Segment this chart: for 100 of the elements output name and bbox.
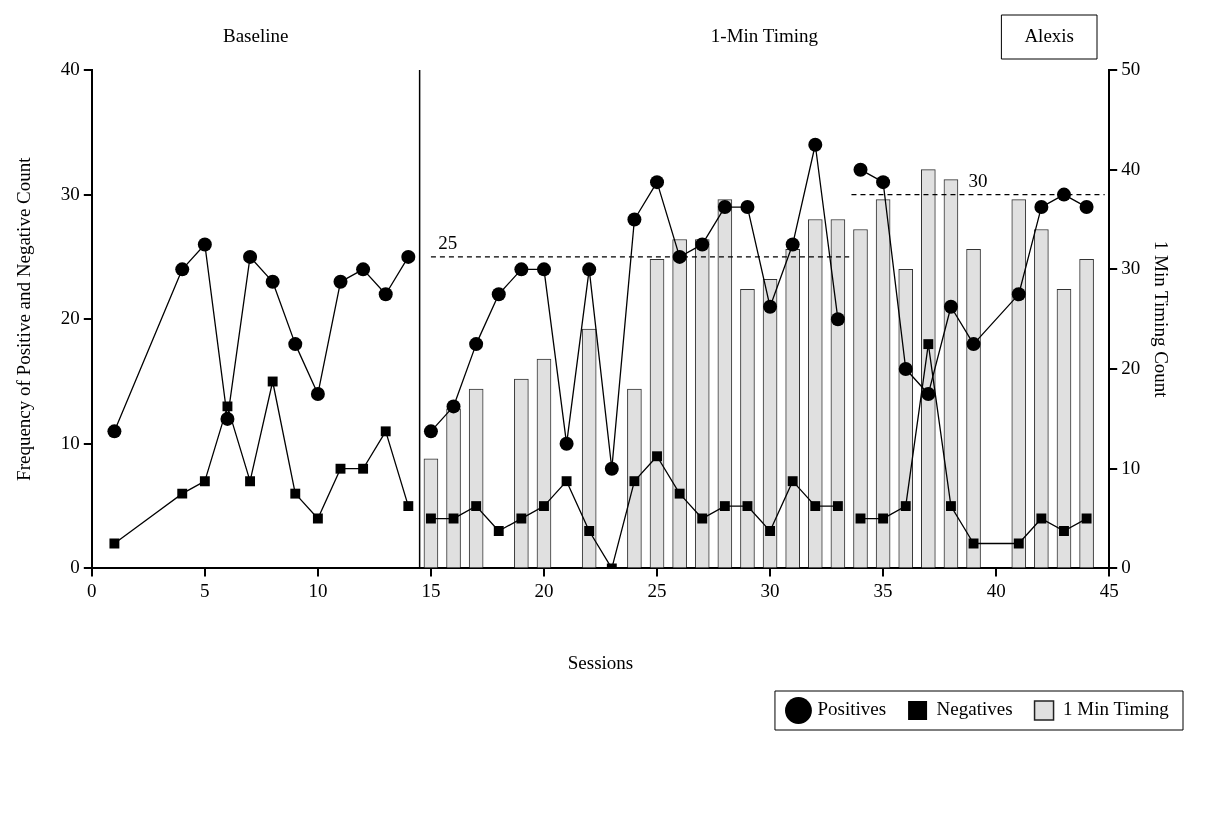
y2-tick-label: 30 <box>1121 257 1141 279</box>
legend-label: Negatives <box>936 698 1013 720</box>
point <box>539 501 549 512</box>
y-tick-label: 20 <box>60 307 80 329</box>
point <box>652 451 662 462</box>
point <box>717 200 732 215</box>
point <box>629 476 640 487</box>
y-tick-label: 40 <box>60 57 80 79</box>
point <box>401 249 416 264</box>
point <box>808 137 823 152</box>
point <box>1013 538 1024 549</box>
point <box>674 488 685 499</box>
x-tick-label: 35 <box>873 579 893 601</box>
point <box>516 513 527 524</box>
point <box>900 501 911 512</box>
y2-tick-label: 10 <box>1121 456 1141 478</box>
point <box>423 424 438 439</box>
point <box>175 262 190 277</box>
point <box>672 249 687 264</box>
y2-tick-label: 0 <box>1121 556 1131 578</box>
y2-axis-title: 1 Min Timing Count <box>1150 240 1172 399</box>
point <box>921 386 936 401</box>
point <box>1081 513 1092 524</box>
point <box>695 237 710 252</box>
x-tick-label: 0 <box>87 579 97 601</box>
point <box>197 237 212 252</box>
point <box>177 488 188 499</box>
point <box>469 337 484 352</box>
point <box>966 337 981 352</box>
point <box>923 339 934 350</box>
point <box>265 274 280 289</box>
point <box>446 399 461 414</box>
legend-label: 1 Min Timing <box>1063 698 1170 720</box>
point <box>493 526 504 536</box>
point <box>742 501 753 512</box>
x-tick-label: 10 <box>308 579 328 601</box>
x-tick-label: 45 <box>1099 579 1119 601</box>
point <box>380 426 391 437</box>
y2-tick-label: 40 <box>1121 157 1141 179</box>
point <box>943 299 958 314</box>
text: Baseline <box>223 25 289 46</box>
point <box>471 501 482 512</box>
point <box>1011 287 1026 302</box>
point <box>356 262 371 277</box>
point <box>898 362 913 377</box>
x-tick-label: 5 <box>200 579 210 601</box>
point <box>830 312 845 327</box>
text: Alexis <box>1024 24 1074 46</box>
point <box>491 287 506 302</box>
point <box>1059 526 1069 536</box>
point <box>582 262 597 277</box>
point <box>448 513 459 524</box>
point <box>1034 200 1049 215</box>
y2-tick-label: 50 <box>1121 57 1141 79</box>
y-tick-label: 10 <box>60 431 80 453</box>
x-tick-label: 30 <box>760 579 780 601</box>
point <box>878 513 889 524</box>
x-tick-label: 20 <box>534 579 554 601</box>
point <box>765 526 776 536</box>
point <box>358 463 369 474</box>
point <box>740 200 755 215</box>
point <box>561 476 572 487</box>
point <box>335 463 346 474</box>
point <box>832 501 843 512</box>
point <box>288 337 303 352</box>
point <box>220 411 235 426</box>
point <box>855 513 866 524</box>
point <box>719 501 730 512</box>
point <box>378 287 393 302</box>
point <box>310 386 325 401</box>
point <box>627 212 642 227</box>
point <box>787 476 798 487</box>
annotation: 30 <box>968 169 988 191</box>
x-tick-label: 15 <box>421 579 441 601</box>
x-axis-title: Sessions <box>567 651 634 673</box>
point <box>1079 200 1094 215</box>
x-tick-label: 25 <box>647 579 667 601</box>
point <box>514 262 529 277</box>
point <box>1056 187 1071 202</box>
point <box>697 513 708 524</box>
point <box>403 501 414 512</box>
point <box>810 501 821 512</box>
point <box>290 488 301 499</box>
point <box>785 237 800 252</box>
point <box>245 476 256 487</box>
point <box>650 175 665 190</box>
y-tick-label: 30 <box>60 182 80 204</box>
point <box>853 162 868 177</box>
y2-tick-label: 20 <box>1121 357 1141 379</box>
annotation: 25 <box>438 231 458 253</box>
point <box>536 262 551 277</box>
point <box>763 299 778 314</box>
y-tick-label: 0 <box>70 556 80 578</box>
text: 1-Min Timing <box>710 25 819 46</box>
point <box>243 249 258 264</box>
legend-label: Positives <box>817 698 887 720</box>
point <box>333 274 348 289</box>
point <box>559 436 574 451</box>
point <box>425 513 436 524</box>
point <box>199 476 210 487</box>
